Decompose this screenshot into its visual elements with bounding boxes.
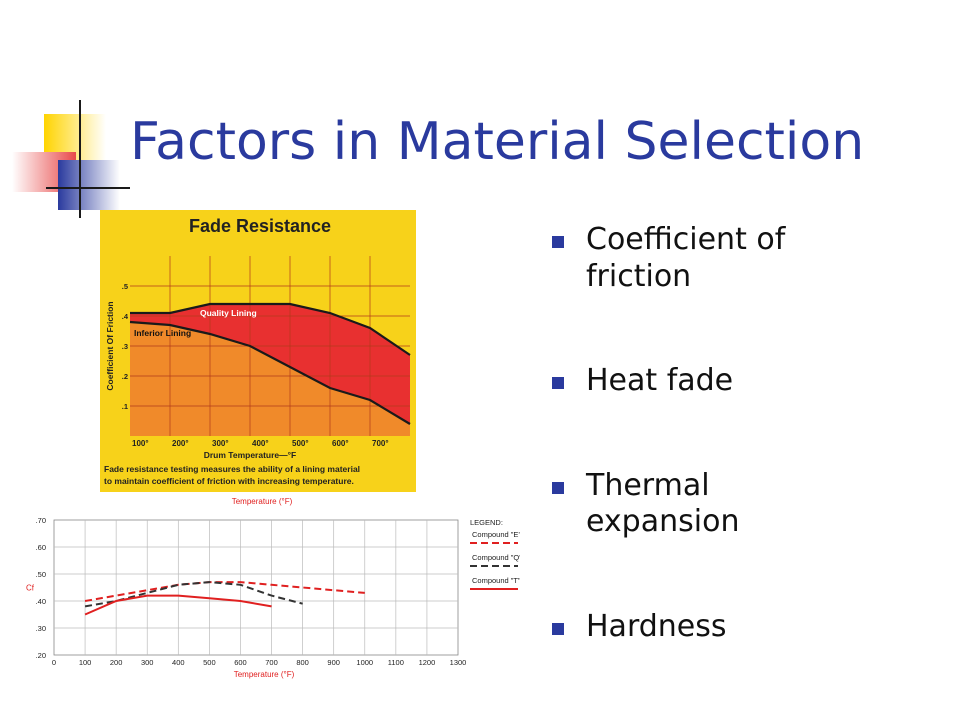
fade-x-axis-label: Drum Temperature—°F [204, 450, 297, 460]
cf-x-tick-label: 500 [203, 658, 216, 667]
cf-x-tick-label: 0 [52, 658, 56, 667]
bullet-square-icon [552, 622, 564, 635]
fade-x-tick-label: 400° [252, 439, 269, 448]
fade-x-tick-label: 300° [212, 439, 229, 448]
cf-x-tick-label: 1100 [388, 658, 404, 667]
cf-x-tick-label: 700 [265, 658, 278, 667]
inferior-lining-line [129, 320, 411, 425]
slide-logo-decoration [12, 100, 130, 218]
series-label-quality: Quality Lining [200, 308, 257, 318]
bullet-item: Coefficient of friction [552, 222, 932, 295]
bullet-text: Coefficient of friction [586, 222, 786, 294]
cf-x-tick-label: 400 [172, 658, 185, 667]
fade-y-tick-label: .4 [122, 312, 129, 321]
bullet-text: Hardness [586, 608, 727, 644]
fade-upper-region [130, 256, 410, 355]
cf-y-tick-label: .30 [36, 624, 46, 633]
bullet-item: Thermal expansion [552, 468, 932, 541]
fade-resistance-chart: Fade Resistance Quality Lining Inferior L… [100, 210, 416, 492]
fade-y-tick-label: .3 [122, 342, 128, 351]
bullet-square-icon [552, 481, 564, 494]
cf-x-tick-label: 300 [141, 658, 154, 667]
fade-x-tick-label: 100° [132, 439, 149, 448]
cf-y-tick-label: .20 [36, 651, 46, 660]
cf-x-tick-label: 1300 [450, 658, 467, 667]
cf-legend-title: LEGEND: [470, 518, 503, 527]
cf-legend-label: Compound "Q" [472, 553, 520, 562]
cf-plot-area [53, 519, 459, 656]
cf-x-tick-label: 900 [327, 658, 340, 667]
cf-series-line-2 [84, 594, 272, 616]
fade-y-tick-label: .5 [122, 282, 128, 291]
bullet-item: Heat fade [552, 363, 932, 400]
cf-legend-label: Compound "T" [472, 576, 520, 585]
bullet-square-icon [552, 377, 564, 390]
slide-title: Factors in Material Selection [130, 112, 865, 172]
compound-cf-chart: Temperature (°F) .20 .30 .40 .50 .60 .70 0 100 20… [26, 497, 520, 679]
bullet-text: Thermal expansion [586, 467, 740, 540]
deco-blue-block [58, 160, 120, 210]
bullet-text: Heat fade [586, 363, 734, 399]
fade-y-axis-label: Coefficient Of Friction [105, 301, 115, 390]
quality-lining-line [130, 302, 411, 356]
cf-x-tick-label: 1200 [419, 658, 436, 667]
fade-x-tick-label: 200° [172, 439, 189, 448]
fade-x-tick-label: 600° [332, 439, 349, 448]
cf-series-line-0 [84, 581, 365, 602]
fade-chart-caption-line-2: to maintain coefficient of friction with… [104, 476, 354, 486]
cf-chart-title: Temperature (°F) [232, 497, 293, 506]
fade-y-tick-label: .1 [122, 402, 128, 411]
cf-legend-label: Compound "E" [472, 530, 520, 539]
bullet-square-icon [552, 236, 564, 248]
series-label-inferior: Inferior Lining [134, 328, 191, 338]
cf-y-tick-label: .40 [36, 597, 46, 606]
cf-y-tick-label: .50 [36, 570, 46, 579]
fade-quality-band [130, 304, 410, 424]
fade-y-tick-label: .2 [122, 372, 128, 381]
cf-y-axis-label: Cf [26, 584, 35, 593]
cf-y-tick-label: .70 [36, 516, 46, 525]
cf-y-tick-label: .60 [36, 543, 46, 552]
fade-x-tick-label: 500° [292, 439, 309, 448]
cf-x-axis-label: Temperature (°F) [234, 670, 295, 679]
bullet-list: Coefficient of friction Heat fade Therma… [552, 222, 932, 646]
fade-x-tick-label: 700° [372, 439, 389, 448]
fade-chart-title: Fade Resistance [189, 216, 331, 236]
cf-x-tick-label: 200 [110, 658, 123, 667]
cf-x-tick-label: 600 [234, 658, 247, 667]
cf-x-tick-label: 100 [79, 658, 92, 667]
cf-x-tick-label: 800 [296, 658, 309, 667]
cf-x-tick-label: 1000 [356, 658, 373, 667]
bullet-item: Hardness [552, 609, 932, 646]
fade-chart-caption-line-1: Fade resistance testing measures the abi… [104, 464, 360, 474]
